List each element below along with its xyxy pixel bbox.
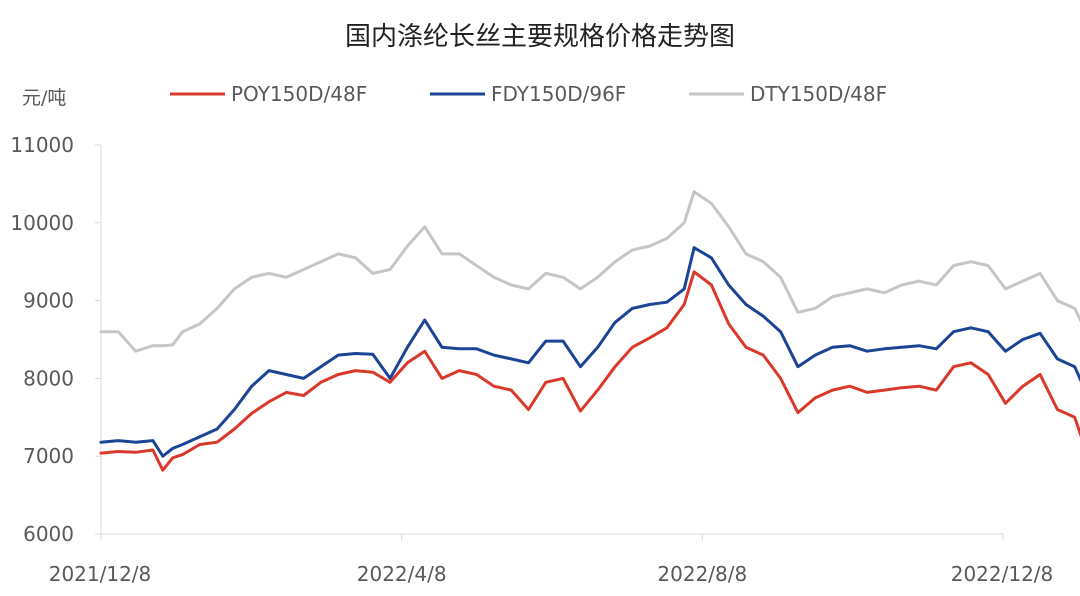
x-axis-ticks: 2021/12/8 2022/4/8 2022/8/8 2022/12/8 [49, 534, 1054, 586]
legend-label: FDY150D/96F [491, 82, 626, 106]
chart-title: 国内涤纶长丝主要规格价格走势图 [345, 22, 735, 52]
y-axis-unit: 元/吨 [22, 87, 66, 109]
x-tick-label: 2022/8/8 [657, 562, 747, 586]
y-tick-label: 9000 [23, 289, 74, 313]
y-tick-label: 6000 [23, 522, 74, 546]
y-tick-label: 7000 [23, 444, 74, 468]
y-axis-ticks: 11000 10000 9000 8000 7000 6000 [10, 133, 101, 546]
axes [100, 145, 1003, 535]
y-tick-label: 11000 [10, 133, 74, 157]
legend: POY150D/48F FDY150D/96F DTY150D/48F [170, 82, 887, 106]
series-line-fdy150d-96f [99, 246, 1080, 458]
series-line-poy150d-48f [99, 270, 1080, 472]
y-tick-label: 10000 [10, 211, 74, 235]
y-tick-label: 8000 [23, 366, 74, 390]
x-tick-label: 2022/4/8 [357, 562, 447, 586]
series-line-dty150d-48f [99, 190, 1080, 353]
x-tick-label: 2022/12/8 [951, 562, 1054, 586]
legend-label: DTY150D/48F [750, 82, 887, 106]
legend-label: POY150D/48F [231, 82, 367, 106]
series-lines [99, 190, 1080, 472]
x-tick-label: 2021/12/8 [49, 562, 152, 586]
